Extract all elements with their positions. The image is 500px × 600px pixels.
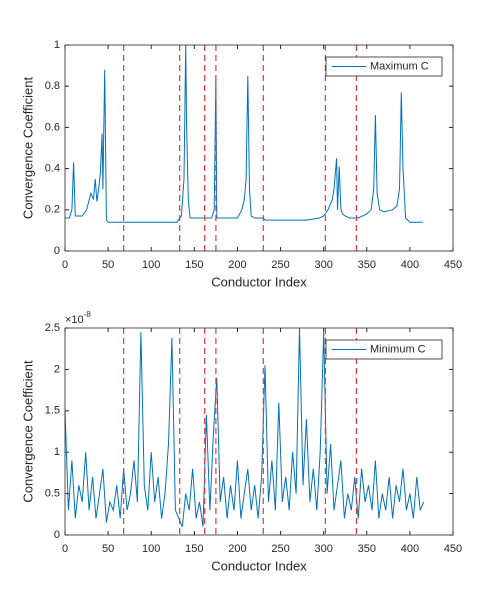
x-tick-label: 400 [401, 543, 419, 555]
x-tick-label: 450 [444, 259, 462, 271]
y-tick-label: 0.8 [45, 80, 60, 92]
y-tick-label: 0.6 [45, 121, 60, 133]
y-tick-label: 0 [54, 529, 60, 541]
x-tick-label: 450 [444, 543, 462, 555]
x-tick-label: 0 [62, 259, 68, 271]
x-tick-label: 0 [62, 543, 68, 555]
y-tick-label: 0 [54, 245, 60, 257]
data-line [65, 44, 423, 223]
y-tick-label: 2 [54, 363, 60, 375]
legend-label: Maximum C [370, 60, 429, 72]
x-tick-label: 350 [358, 543, 376, 555]
x-tick-label: 150 [185, 543, 203, 555]
y-tick-label: 2.5 [45, 322, 60, 334]
x-tick-label: 200 [228, 259, 246, 271]
multiplier-exponent: -8 [84, 310, 92, 319]
y-axis-label: Convergence Coefficient [20, 360, 35, 503]
x-axis-label: Conductor Index [211, 558, 307, 573]
y-tick-label: 1 [54, 446, 60, 458]
legend-label: Minimum C [370, 343, 426, 355]
y-tick-label: 1.5 [45, 405, 60, 417]
x-tick-label: 100 [142, 543, 160, 555]
x-axis-label: Conductor Index [211, 274, 307, 289]
y-axis-label: Convergence Coefficient [20, 77, 35, 220]
y-tick-label: 0.4 [45, 163, 60, 175]
x-tick-label: 100 [142, 259, 160, 271]
x-tick-label: 350 [358, 259, 376, 271]
x-tick-label: 250 [271, 543, 289, 555]
x-tick-label: 400 [401, 259, 419, 271]
axes-box [64, 327, 454, 536]
axes-box [64, 44, 454, 252]
x-tick-label: 250 [271, 259, 289, 271]
data-line [64, 327, 425, 527]
y-tick-label: 0.2 [45, 204, 60, 216]
x-tick-label: 300 [314, 543, 332, 555]
axis-multiplier: ×10-8 [65, 310, 91, 326]
x-tick-label: 300 [314, 259, 332, 271]
x-tick-label: 50 [102, 259, 114, 271]
y-tick-label: 1 [54, 39, 60, 51]
y-tick-label: 0.5 [45, 488, 60, 500]
x-tick-label: 200 [228, 543, 246, 555]
x-tick-label: 50 [102, 543, 114, 555]
x-tick-label: 150 [185, 259, 203, 271]
multiplier-base: ×10 [65, 314, 84, 326]
legend-box [325, 56, 443, 77]
legend-box [325, 339, 443, 360]
plot-area [65, 328, 453, 535]
plot-area [65, 45, 453, 251]
